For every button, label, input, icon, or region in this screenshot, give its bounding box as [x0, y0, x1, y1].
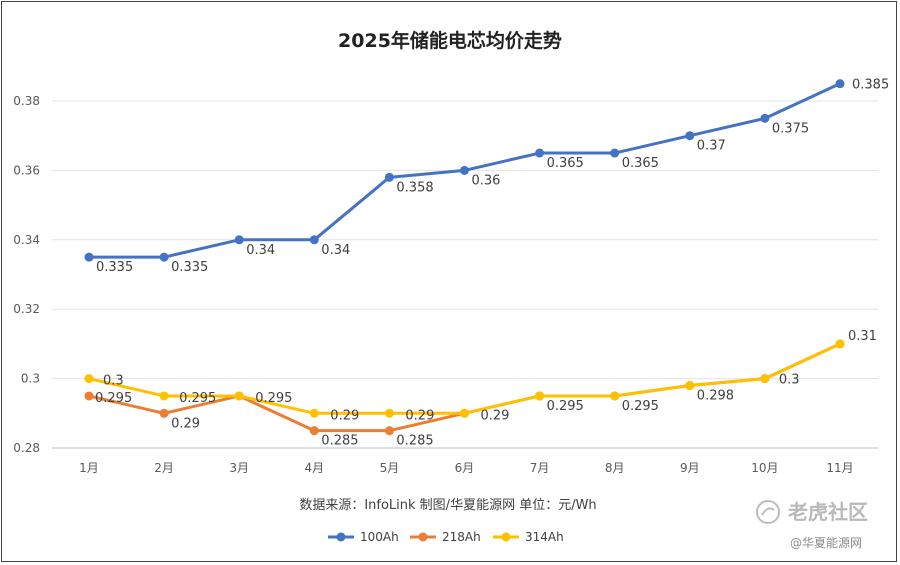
data-point-218Ah: [159, 408, 169, 418]
data-point-100Ah: [835, 79, 845, 89]
data-label-100Ah: 0.385: [852, 78, 889, 93]
data-point-314Ah: [309, 408, 319, 418]
x-axis-ticks: 1月 2月 3月 4月 5月 6月 7月 8月 9月 10月 11月: [79, 461, 853, 475]
legend-marker-100Ah: [336, 532, 346, 542]
data-point-100Ah: [309, 235, 319, 245]
data-point-218Ah: [384, 426, 394, 436]
chart-title: 2025年储能电芯均价走势: [338, 29, 562, 52]
data-point-218Ah: [309, 426, 319, 436]
data-point-314Ah: [384, 408, 394, 418]
data-label-100Ah: 0.37: [697, 139, 726, 154]
x-tick-label: 4月: [304, 461, 324, 475]
data-point-100Ah: [760, 113, 770, 123]
data-point-314Ah: [535, 391, 545, 401]
watermark-logo-stroke: [761, 507, 775, 516]
data-point-100Ah: [460, 165, 469, 175]
data-point-314Ah: [835, 339, 845, 349]
data-label-314Ah: 0.295: [255, 391, 292, 406]
source-note: 数据来源：InfoLink 制图/华夏能源网 单位：元/Wh: [299, 498, 596, 513]
data-point-100Ah: [84, 252, 94, 262]
data-label-314Ah: 0.295: [179, 391, 216, 406]
y-tick-label: 0.34: [13, 233, 40, 247]
series-group: [84, 79, 845, 436]
watermark-handle: @华夏能源网: [790, 536, 862, 550]
data-label-314Ah: 0.29: [330, 408, 359, 423]
data-label-314Ah: 0.31: [848, 329, 877, 344]
data-label-100Ah: 0.36: [472, 173, 501, 188]
data-label-314Ah: 0.29: [481, 408, 510, 423]
x-tick-label: 2月: [154, 461, 174, 475]
data-point-314Ah: [610, 391, 620, 401]
data-label-218Ah: 0.285: [321, 434, 358, 449]
data-point-100Ah: [535, 148, 545, 158]
data-point-100Ah: [384, 172, 394, 182]
data-label-100Ah: 0.335: [96, 260, 133, 275]
y-tick-label: 0.3: [21, 372, 40, 386]
data-point-100Ah: [685, 131, 695, 141]
data-point-314Ah: [685, 381, 695, 391]
data-label-100Ah: 0.34: [246, 243, 275, 258]
data-point-314Ah: [84, 374, 94, 384]
data-point-100Ah: [159, 252, 169, 262]
data-point-314Ah: [760, 374, 770, 384]
y-tick-label: 0.38: [13, 94, 40, 108]
data-point-218Ah: [84, 391, 94, 401]
y-axis-ticks: 0.28 0.3 0.32 0.34 0.36 0.38: [13, 94, 40, 455]
legend-marker-218Ah: [418, 532, 428, 542]
data-label-314Ah: 0.298: [697, 389, 734, 404]
data-label-314Ah: 0.3: [103, 374, 124, 389]
watermark-logo-icon: [756, 500, 780, 524]
data-label-314Ah: 0.295: [622, 399, 659, 414]
y-tick-label: 0.36: [13, 163, 40, 177]
x-tick-label: 5月: [380, 461, 400, 475]
data-labels: 0.335 0.335 0.34 0.34 0.358 0.36 0.365 0.365 0.3…: [95, 78, 889, 449]
x-tick-label: 11月: [826, 461, 853, 475]
y-tick-label: 0.28: [13, 441, 40, 455]
data-label-314Ah: 0.3: [779, 373, 800, 388]
data-label-218Ah: 0.295: [95, 391, 132, 406]
data-label-100Ah: 0.335: [171, 260, 208, 275]
data-label-314Ah: 0.295: [547, 399, 584, 414]
data-label-218Ah: 0.29: [171, 416, 200, 431]
data-label-100Ah: 0.365: [622, 156, 659, 171]
y-tick-label: 0.32: [13, 302, 40, 316]
x-tick-label: 1月: [79, 461, 99, 475]
data-point-314Ah: [460, 408, 469, 418]
legend-marker-314Ah: [501, 532, 511, 542]
data-label-218Ah: 0.285: [396, 434, 433, 449]
data-label-100Ah: 0.365: [547, 156, 584, 171]
x-tick-label: 10月: [751, 461, 778, 475]
x-tick-label: 3月: [229, 461, 249, 475]
legend-label-218Ah: 218Ah: [442, 530, 481, 544]
data-point-314Ah: [234, 391, 244, 401]
legend-label-100Ah: 100Ah: [360, 530, 399, 544]
data-label-314Ah: 0.29: [405, 408, 434, 423]
watermark-brand: 老虎社区: [788, 500, 868, 524]
watermark: 老虎社区 @华夏能源网: [756, 500, 868, 550]
legend-label-314Ah: 314Ah: [525, 530, 564, 544]
data-label-100Ah: 0.34: [321, 243, 350, 258]
data-label-100Ah: 0.358: [396, 180, 433, 195]
legend: 100Ah 218Ah 314Ah: [328, 530, 564, 544]
x-tick-label: 7月: [530, 461, 550, 475]
data-label-100Ah: 0.375: [772, 121, 809, 136]
data-point-314Ah: [159, 391, 169, 401]
x-tick-label: 9月: [680, 461, 700, 475]
data-point-100Ah: [610, 148, 620, 158]
data-point-100Ah: [234, 235, 244, 245]
x-tick-label: 6月: [455, 461, 475, 475]
x-tick-label: 8月: [605, 461, 625, 475]
